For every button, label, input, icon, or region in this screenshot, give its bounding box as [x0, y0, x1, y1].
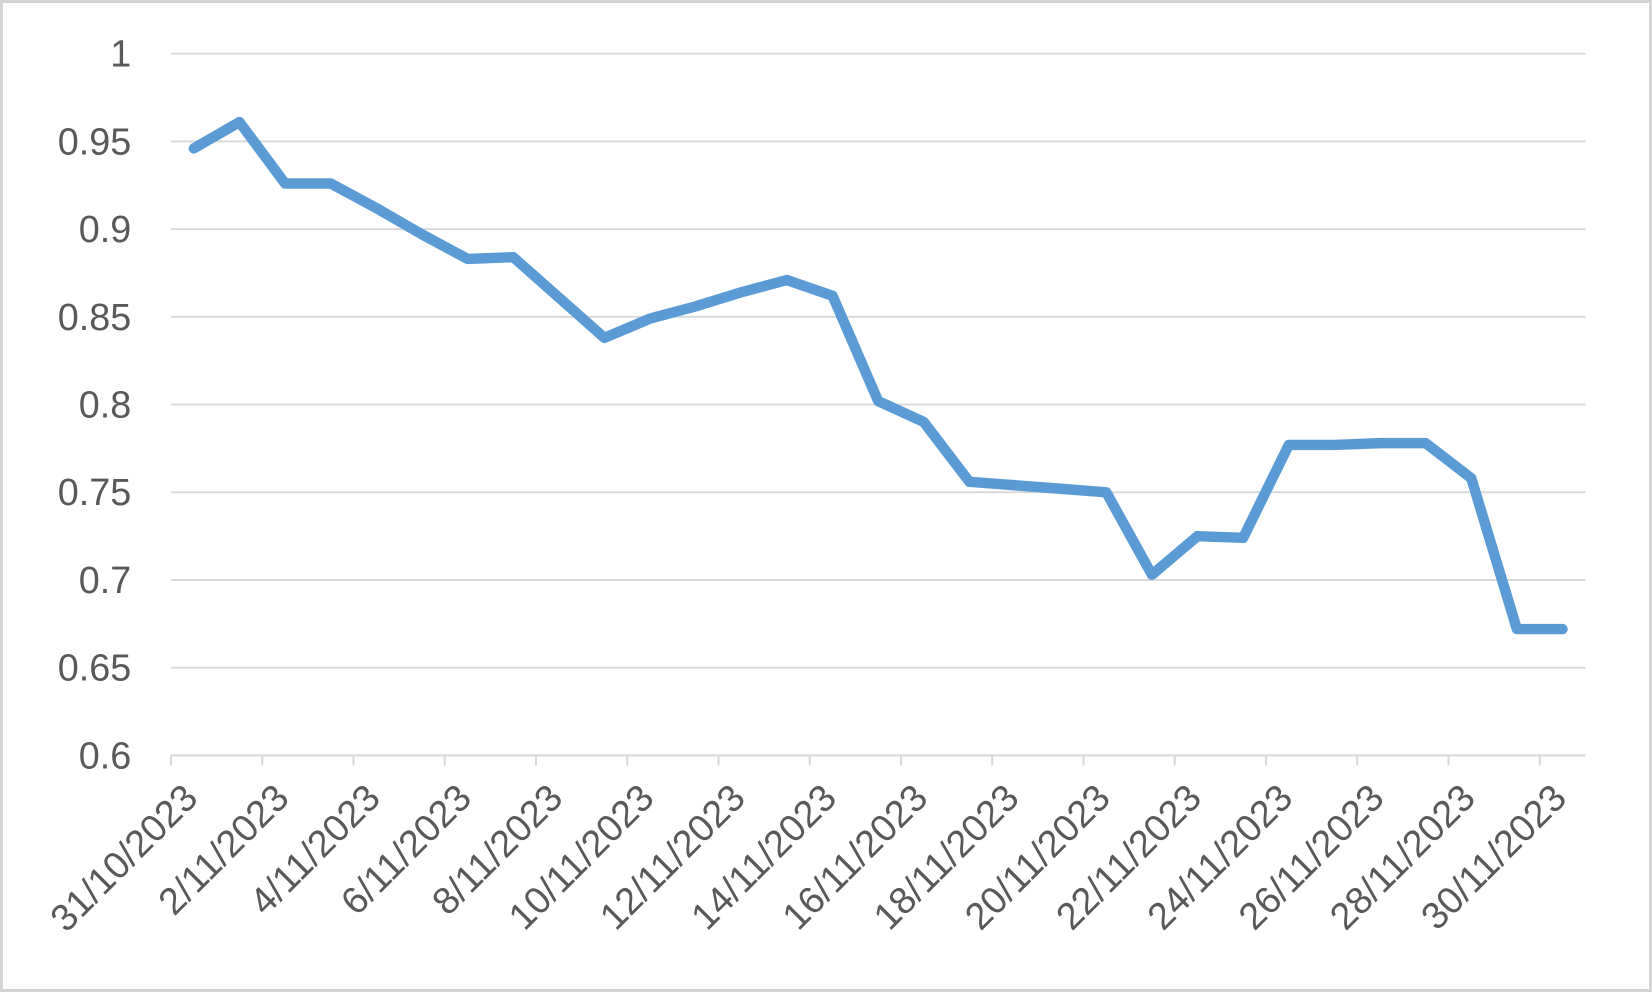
- x-axis-group: [169, 754, 1586, 766]
- series-group: [188, 116, 1568, 635]
- y-axis-tick-label: 0.75: [58, 472, 132, 514]
- chart-canvas: 1 0.95 0.9 0.85 0.8 0.75 0.7 0.65 0.6 31/10/2023…: [43, 34, 1586, 940]
- y-axis-tick-label: 0.95: [58, 121, 132, 163]
- y-axis-tick-label: 0.8: [79, 384, 132, 426]
- y-axis-labels-group: 1 0.95 0.9 0.85 0.8 0.75 0.7 0.65 0.6: [58, 34, 132, 778]
- y-axis-tick-label: 1: [110, 34, 131, 76]
- x-axis-labels-group: 31/10/20232/11/20234/11/20236/11/20238/1…: [43, 777, 1575, 940]
- y-axis-tick-label: 0.9: [79, 209, 132, 251]
- y-axis-tick-label: 0.6: [79, 735, 132, 777]
- y-axis-tick-label: 0.85: [58, 297, 132, 339]
- series-line: [188, 116, 1568, 635]
- y-axis-tick-label: 0.7: [79, 560, 132, 602]
- y-axis-tick-label: 0.65: [58, 648, 132, 690]
